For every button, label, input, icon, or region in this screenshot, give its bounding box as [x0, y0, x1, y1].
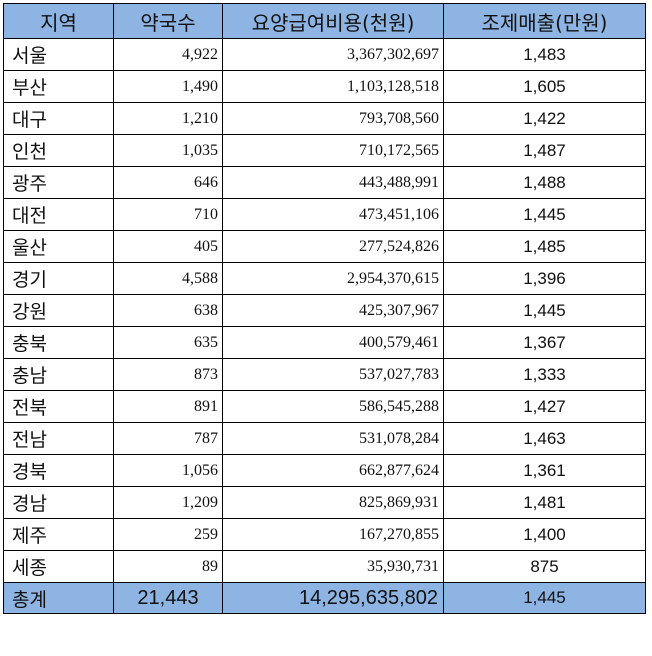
sales-cell: 875: [443, 550, 646, 583]
table-body: 서울 4,922 3,367,302,697 1,483 부산 1,490 1,103,12…: [3, 38, 646, 583]
sales-cell: 1,361: [443, 454, 646, 487]
total-row: 총계 21,443 14,295,635,802 1,445: [3, 582, 646, 614]
table-row: 세종 89 35,930,731 875: [3, 550, 646, 583]
region-cell: 부산: [3, 70, 114, 103]
pharmacies-cell: 646: [113, 166, 223, 199]
table-row: 전북 891 586,545,288 1,427: [3, 390, 646, 423]
total-cost: 14,295,635,802: [222, 582, 444, 614]
cost-cell: 531,078,284: [222, 422, 444, 455]
pharmacies-cell: 1,490: [113, 70, 223, 103]
table-row: 광주 646 443,488,991 1,488: [3, 166, 646, 199]
region-cell: 강원: [3, 294, 114, 327]
table-row: 경남 1,209 825,869,931 1,481: [3, 486, 646, 519]
pharmacies-cell: 638: [113, 294, 223, 327]
region-cell: 경남: [3, 486, 114, 519]
sales-cell: 1,422: [443, 102, 646, 135]
region-cell: 충북: [3, 326, 114, 359]
cost-cell: 662,877,624: [222, 454, 444, 487]
region-cell: 대전: [3, 198, 114, 231]
table-row: 충남 873 537,027,783 1,333: [3, 358, 646, 391]
cost-cell: 425,307,967: [222, 294, 444, 327]
cost-cell: 277,524,826: [222, 230, 444, 263]
sales-cell: 1,487: [443, 134, 646, 167]
region-cell: 대구: [3, 102, 114, 135]
cost-cell: 473,451,106: [222, 198, 444, 231]
pharmacies-cell: 405: [113, 230, 223, 263]
table-row: 울산 405 277,524,826 1,485: [3, 230, 646, 263]
region-cell: 경북: [3, 454, 114, 487]
pharmacies-cell: 873: [113, 358, 223, 391]
region-cell: 전남: [3, 422, 114, 455]
sales-cell: 1,605: [443, 70, 646, 103]
pharmacies-cell: 891: [113, 390, 223, 423]
header-region: 지역: [3, 3, 114, 39]
cost-cell: 825,869,931: [222, 486, 444, 519]
sales-cell: 1,400: [443, 518, 646, 551]
pharmacies-cell: 4,922: [113, 38, 223, 71]
sales-cell: 1,445: [443, 294, 646, 327]
total-sales: 1,445: [443, 582, 646, 614]
sales-cell: 1,481: [443, 486, 646, 519]
pharmacies-cell: 89: [113, 550, 223, 583]
table-row: 경북 1,056 662,877,624 1,361: [3, 454, 646, 487]
cost-cell: 167,270,855: [222, 518, 444, 551]
region-cell: 제주: [3, 518, 114, 551]
table-row: 제주 259 167,270,855 1,400: [3, 518, 646, 551]
table-row: 대전 710 473,451,106 1,445: [3, 198, 646, 231]
table-row: 강원 638 425,307,967 1,445: [3, 294, 646, 327]
sales-cell: 1,488: [443, 166, 646, 199]
pharmacies-cell: 635: [113, 326, 223, 359]
pharmacies-cell: 710: [113, 198, 223, 231]
header-sales: 조제매출(만원): [443, 3, 646, 39]
region-cell: 충남: [3, 358, 114, 391]
pharmacies-cell: 1,210: [113, 102, 223, 135]
table-row: 서울 4,922 3,367,302,697 1,483: [3, 38, 646, 71]
pharmacies-cell: 787: [113, 422, 223, 455]
cost-cell: 400,579,461: [222, 326, 444, 359]
total-label: 총계: [3, 582, 114, 614]
cost-cell: 443,488,991: [222, 166, 444, 199]
table-row: 전남 787 531,078,284 1,463: [3, 422, 646, 455]
header-cost: 요양급여비용(천원): [222, 3, 444, 39]
sales-cell: 1,367: [443, 326, 646, 359]
table-row: 충북 635 400,579,461 1,367: [3, 326, 646, 359]
region-cell: 울산: [3, 230, 114, 263]
region-cell: 전북: [3, 390, 114, 423]
sales-cell: 1,333: [443, 358, 646, 391]
table-row: 경기 4,588 2,954,370,615 1,396: [3, 262, 646, 295]
cost-cell: 710,172,565: [222, 134, 444, 167]
table-footer: 총계 21,443 14,295,635,802 1,445: [3, 582, 646, 614]
total-pharmacies: 21,443: [113, 582, 223, 614]
table-header: 지역 약국수 요양급여비용(천원) 조제매출(만원): [3, 3, 646, 39]
table-row: 부산 1,490 1,103,128,518 1,605: [3, 70, 646, 103]
table-row: 인천 1,035 710,172,565 1,487: [3, 134, 646, 167]
region-cell: 세종: [3, 550, 114, 583]
cost-cell: 1,103,128,518: [222, 70, 444, 103]
sales-cell: 1,483: [443, 38, 646, 71]
sales-cell: 1,485: [443, 230, 646, 263]
header-pharmacies: 약국수: [113, 3, 223, 39]
sales-cell: 1,396: [443, 262, 646, 295]
region-cell: 경기: [3, 262, 114, 295]
sales-cell: 1,427: [443, 390, 646, 423]
region-cell: 광주: [3, 166, 114, 199]
cost-cell: 2,954,370,615: [222, 262, 444, 295]
pharmacy-stats-table: 지역 약국수 요양급여비용(천원) 조제매출(만원) 서울 4,922 3,367,…: [3, 3, 646, 614]
sales-cell: 1,463: [443, 422, 646, 455]
header-row: 지역 약국수 요양급여비용(천원) 조제매출(만원): [3, 3, 646, 39]
pharmacies-cell: 1,035: [113, 134, 223, 167]
sales-cell: 1,445: [443, 198, 646, 231]
pharmacies-cell: 1,056: [113, 454, 223, 487]
pharmacies-cell: 4,588: [113, 262, 223, 295]
table-row: 대구 1,210 793,708,560 1,422: [3, 102, 646, 135]
pharmacies-cell: 1,209: [113, 486, 223, 519]
region-cell: 서울: [3, 38, 114, 71]
cost-cell: 35,930,731: [222, 550, 444, 583]
cost-cell: 586,545,288: [222, 390, 444, 423]
cost-cell: 537,027,783: [222, 358, 444, 391]
cost-cell: 793,708,560: [222, 102, 444, 135]
cost-cell: 3,367,302,697: [222, 38, 444, 71]
pharmacies-cell: 259: [113, 518, 223, 551]
region-cell: 인천: [3, 134, 114, 167]
